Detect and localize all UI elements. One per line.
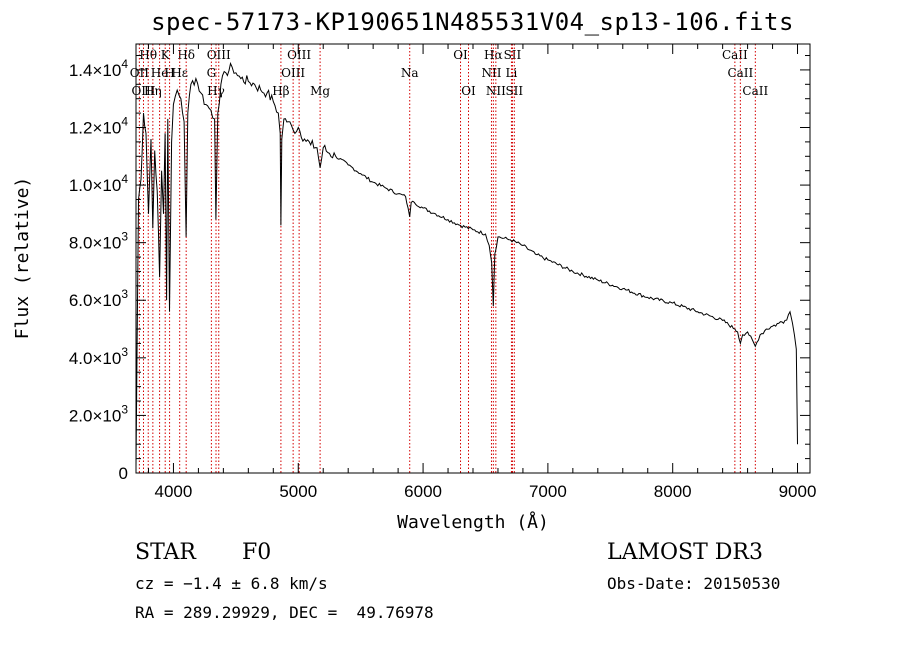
- chart-title: spec-57173-KP190651N485531V04_sp13-106.f…: [151, 8, 794, 36]
- y-tick-label: 6.0×103: [69, 287, 128, 310]
- marker-label: Li: [506, 66, 518, 80]
- marker-label: Hγ: [207, 84, 225, 98]
- spectrum-line: [135, 61, 798, 468]
- x-tick-label: 4000: [155, 482, 193, 501]
- survey-name: LAMOST DR3: [607, 540, 763, 565]
- marker-label: SII: [504, 48, 522, 62]
- x-axis-label: Wavelength (Å): [397, 511, 549, 533]
- marker-label: Hβ: [272, 84, 289, 98]
- marker-label: K: [161, 48, 171, 62]
- y-tick-label: 4.0×103: [69, 345, 128, 368]
- y-tick-label: 8.0×103: [69, 230, 128, 253]
- marker-label: OI: [453, 48, 468, 62]
- object-class: STAR: [135, 540, 196, 565]
- marker-label: OIII: [207, 48, 231, 62]
- y-tick-label: 2.0×103: [69, 402, 128, 425]
- plot-frame: [135, 43, 811, 474]
- marker-label: SII: [505, 84, 523, 98]
- marker-label: H: [164, 66, 174, 80]
- y-tick-label: 1.4×104: [69, 57, 128, 80]
- marker-label: CaII: [722, 48, 748, 62]
- marker-label: OIII: [131, 84, 155, 98]
- marker-label: OI: [461, 84, 476, 98]
- object-subclass: F0: [242, 540, 272, 565]
- marker-label: NII: [486, 84, 506, 98]
- marker-label: CaII: [727, 66, 753, 80]
- marker-label: Hα: [484, 48, 503, 62]
- redshift-velocity: cz = −1.4 ± 6.8 km/s: [135, 574, 328, 593]
- x-tick-label: 7000: [529, 482, 567, 501]
- marker-label: NII: [481, 66, 501, 80]
- marker-label: Na: [401, 66, 419, 80]
- marker-label: Mg: [310, 84, 330, 98]
- observation-date: Obs-Date: 20150530: [607, 574, 781, 593]
- marker-label: G: [207, 66, 217, 80]
- marker-label: Hδ: [177, 48, 195, 62]
- x-tick-label: 8000: [654, 482, 692, 501]
- x-tick-label: 5000: [279, 482, 317, 501]
- marker-label: Hθ: [139, 48, 157, 62]
- marker-label: Hη: [144, 84, 162, 98]
- marker-label: CaII: [742, 84, 768, 98]
- marker-label: He: [151, 66, 169, 80]
- y-axis-label: Flux (relative): [12, 177, 33, 340]
- y-tick-label: 0: [119, 464, 128, 483]
- sky-coordinates: RA = 289.29929, DEC = 49.76978: [135, 603, 434, 622]
- marker-label: Hε: [171, 66, 188, 80]
- axes: 4000 5000 6000 7000 8000 9000 0 2.0×103 4.0×103 6…: [69, 44, 817, 501]
- marker-label: OIII: [281, 66, 305, 80]
- marker-label: OIII: [287, 48, 311, 62]
- y-tick-label: 1.2×104: [69, 114, 128, 137]
- x-tick-label: 6000: [404, 482, 442, 501]
- y-tick-label: 1.0×104: [69, 172, 128, 195]
- x-tick-label: 9000: [779, 482, 817, 501]
- marker-label: OII: [130, 66, 150, 80]
